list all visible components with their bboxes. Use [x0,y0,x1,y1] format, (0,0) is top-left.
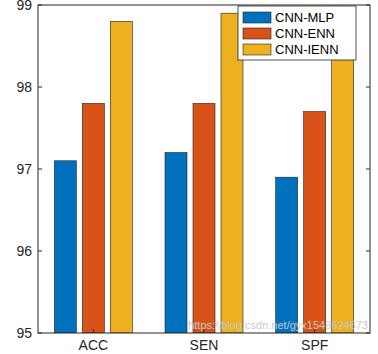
x-tick-label: SEN [190,337,219,353]
bars [54,13,353,333]
bar [193,103,215,333]
x-tick-label: SPF [301,337,328,353]
bar [304,112,326,333]
plot-frame [38,5,370,333]
y-tick-label: 95 [16,325,32,341]
bar [276,177,298,333]
bar [110,21,132,333]
legend-label: CNN-IENN [275,42,339,57]
x-tick-label: ACC [79,337,109,353]
y-tick [38,251,42,252]
y-tick [38,333,42,334]
y-tick [366,87,370,88]
legend-box [238,6,356,60]
y-tick [38,5,42,6]
bar [332,38,354,333]
legend-label: CNN-ENN [275,26,335,41]
bar [54,161,76,333]
y-tick-label: 99 [16,0,32,13]
background [0,0,378,354]
bar [82,103,104,333]
y-tick [366,169,370,170]
y-tick-label: 97 [16,161,32,177]
legend-swatch [243,12,271,23]
y-tick [366,251,370,252]
y-tick [38,87,42,88]
y-tick-label: 96 [16,243,32,259]
bar [221,13,243,333]
legend-swatch [243,28,271,39]
chart-svg: 95 96 97 98 99 ACC SEN SPF CNN-MLPCNN-ENNCNN-IEN… [0,0,378,354]
y-tick [366,5,370,6]
y-tick [38,169,42,170]
legend-swatch [243,44,271,55]
watermark: https://blog.csdn.net/gyx1549624673 [188,319,368,331]
legend-label: CNN-MLP [275,10,334,25]
bar [165,153,187,333]
x-tick [93,329,94,333]
chart: 95 96 97 98 99 ACC SEN SPF CNN-MLPCNN-ENNCNN-IEN… [0,0,378,354]
legend: CNN-MLPCNN-ENNCNN-IENN [238,6,356,60]
y-tick [366,333,370,334]
y-tick-label: 98 [16,79,32,95]
